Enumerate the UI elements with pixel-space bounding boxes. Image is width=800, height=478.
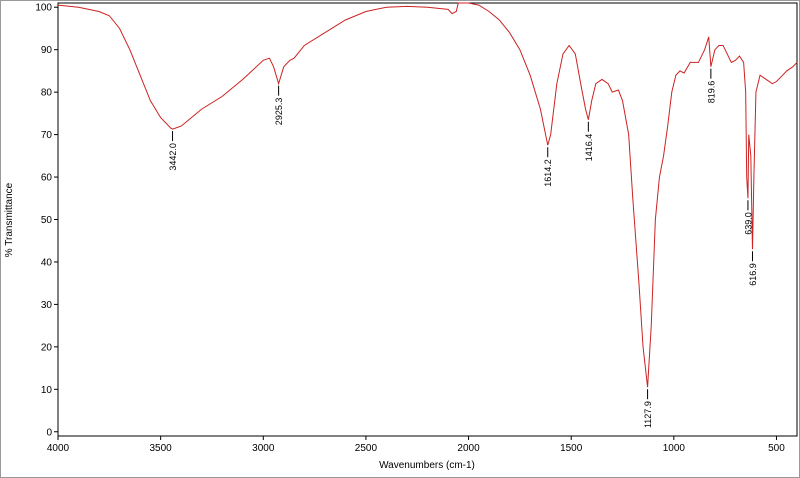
y-tick-label: 50 [41, 215, 53, 226]
x-tick-label: 1500 [560, 443, 583, 454]
x-tick-label: 4000 [47, 443, 70, 454]
peak-label: 1614.2 [543, 159, 553, 187]
y-tick-label: 70 [41, 130, 53, 141]
peak-label: 639.0 [743, 212, 753, 235]
peak-label: 3442.0 [168, 143, 178, 171]
spectrum-line [57, 2, 798, 388]
y-tick-label: 80 [41, 88, 53, 99]
y-tick-label: 60 [41, 173, 53, 184]
peak-label: 819.6 [706, 81, 716, 104]
y-tick-label: 40 [41, 257, 53, 268]
y-axis-label: % Transmittance [4, 182, 15, 257]
y-tick-label: 90 [41, 45, 53, 56]
y-tick-label: 100 [35, 3, 52, 14]
x-tick-label: 500 [768, 443, 785, 454]
peak-label: 1127.9 [643, 401, 653, 428]
y-tick-label: 10 [41, 385, 53, 396]
x-tick-label: 1000 [663, 443, 686, 454]
y-tick-label: 20 [41, 342, 53, 353]
x-tick-label: 2500 [355, 443, 378, 454]
x-tick-label: 3500 [150, 443, 173, 454]
x-tick-label: 2000 [457, 443, 480, 454]
x-axis-label: Wavenumbers (cm-1) [379, 460, 475, 471]
peak-label: 616.9 [748, 263, 758, 286]
y-tick-label: 30 [41, 300, 53, 311]
peak-label: 1416.4 [584, 134, 594, 162]
peak-label: 2925.3 [274, 98, 284, 126]
x-tick-label: 3000 [252, 443, 275, 454]
y-tick-label: 0 [46, 427, 52, 438]
